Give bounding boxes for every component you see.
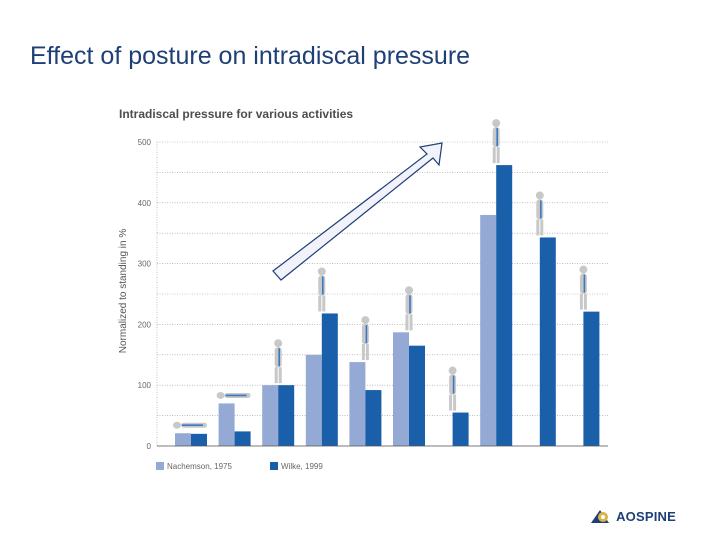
trend-arrow [272, 142, 443, 281]
bar-wilke-2 [234, 431, 251, 446]
posture-icons [173, 119, 588, 429]
sitting-upright-icon [405, 286, 413, 331]
lying-side-icon [216, 391, 251, 399]
bar-nachemson-3 [262, 385, 279, 446]
bar-wilke-5 [365, 390, 382, 446]
bar-nachemson-1 [175, 433, 191, 446]
legend: Nachemson, 1975 Wilke, 1999 [156, 462, 323, 471]
bar-nachemson-2 [218, 403, 235, 446]
bar-wilke-8 [496, 165, 513, 446]
standing-icon [274, 339, 283, 384]
sitting-relaxed-icon [361, 316, 370, 361]
bar-wilke-7 [452, 412, 469, 446]
slide-title: Effect of posture on intradiscal pressur… [30, 42, 471, 70]
lifting-bent-knees-icon [535, 191, 544, 236]
chart-title: Intradiscal pressure for various activit… [119, 107, 353, 121]
gridlines [156, 141, 608, 447]
bar-wilke-4 [321, 313, 338, 446]
y-tick-label: 0 [147, 442, 152, 451]
logo-text-spine: SPINE [635, 508, 676, 524]
y-tick-label: 500 [138, 138, 152, 147]
bar-nachemson-6 [393, 332, 409, 446]
standing-lifting-bent-icon [492, 119, 501, 164]
bar-wilke-1 [191, 433, 207, 446]
legend-swatch-nachemson [156, 462, 164, 470]
bar-nachemson-5 [349, 362, 366, 446]
aospine-logo-mark-icon [591, 510, 610, 523]
bar-nachemson-4 [305, 354, 322, 446]
y-tick-label: 400 [138, 199, 152, 208]
lying-supine-icon [173, 421, 207, 429]
y-tick-label: 200 [138, 320, 152, 329]
sitting-reclined-icon [448, 366, 457, 411]
standing-forward-bend-icon [317, 267, 326, 312]
bar-wilke-6 [409, 345, 425, 446]
legend-label-nachemson: Nachemson, 1975 [167, 462, 232, 471]
y-axis-ticks: 0 100 200 300 400 500 [138, 138, 152, 451]
legend-swatch-wilke [270, 462, 278, 470]
logo-text-ao: AO [616, 508, 636, 524]
bar-wilke-10 [583, 311, 600, 446]
standing-holding-weight-icon [579, 265, 588, 310]
bar-nachemson-8 [480, 214, 497, 446]
bar-wilke-9 [539, 237, 556, 446]
y-tick-label: 300 [138, 260, 152, 269]
y-tick-label: 100 [138, 381, 152, 390]
aospine-logo: AOSPINE [591, 508, 676, 524]
bars [175, 165, 600, 446]
legend-label-wilke: Wilke, 1999 [281, 462, 323, 471]
bar-wilke-3 [278, 385, 295, 446]
y-axis-label: Normalized to standing in % [118, 229, 129, 354]
